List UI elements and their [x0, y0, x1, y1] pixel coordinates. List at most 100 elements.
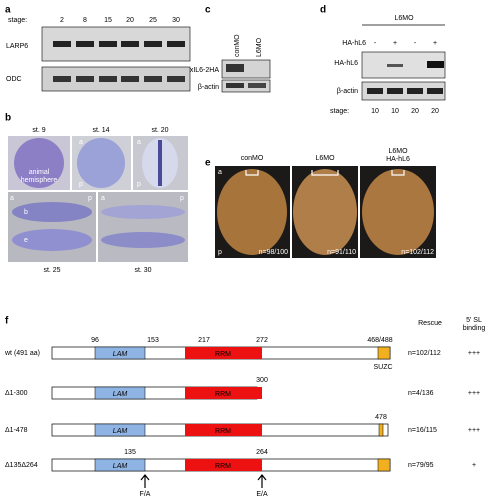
label: animal — [29, 169, 50, 176]
band — [387, 64, 403, 67]
panel-label: b — [5, 113, 11, 124]
suzc-domain — [378, 423, 384, 437]
label: stage: — [330, 108, 349, 115]
label: LAM — [113, 391, 128, 398]
panel-label: d — [320, 5, 326, 16]
band — [76, 76, 94, 82]
label: RRM — [215, 391, 231, 398]
label: HA-hL6 — [334, 60, 358, 67]
band — [121, 76, 139, 82]
label: 25 — [149, 17, 157, 24]
label: E/A — [256, 491, 268, 498]
label: HA-hL6 — [386, 156, 410, 163]
label: 478 — [375, 414, 387, 421]
embryo — [362, 169, 434, 255]
label: F/A — [140, 491, 151, 498]
label: a — [101, 195, 105, 202]
panel-label: f — [5, 316, 9, 327]
bracket — [245, 170, 405, 176]
label: LAM — [113, 428, 128, 435]
label: a — [218, 169, 222, 176]
label: Δ1-300 — [5, 390, 28, 397]
label: 272 — [256, 337, 268, 344]
label: st. 20 — [151, 127, 168, 134]
label: 10 — [391, 108, 399, 115]
panel-label: c — [205, 5, 211, 16]
label: - — [414, 40, 417, 47]
embryo — [101, 232, 185, 248]
label: 153 — [147, 337, 159, 344]
label: - — [374, 40, 377, 47]
label: β-actin — [337, 88, 358, 95]
rrm-domain — [185, 387, 262, 399]
suzc-domain — [377, 458, 391, 472]
panel-label: e — [205, 158, 211, 169]
label: 20 — [411, 108, 419, 115]
label: SUZC — [373, 364, 392, 371]
band — [144, 41, 162, 47]
label: RRM — [215, 351, 231, 358]
arrow — [140, 474, 267, 488]
label: n=98/100 — [259, 249, 288, 256]
label: xIL6-2HA — [190, 67, 220, 74]
label: Rescue — [418, 320, 442, 327]
label: 135 — [124, 449, 136, 456]
lam-domain — [94, 386, 146, 400]
label: 96 — [91, 337, 99, 344]
stain — [158, 140, 162, 186]
label: e — [24, 237, 28, 244]
label: 20 — [431, 108, 439, 115]
embryo — [12, 229, 92, 251]
embryo — [101, 205, 185, 219]
rrm-domain — [185, 347, 262, 359]
lam-domain — [94, 423, 146, 437]
label: RRM — [215, 428, 231, 435]
label: 300 — [256, 377, 268, 384]
band — [144, 76, 162, 82]
label: p — [180, 195, 184, 202]
label: ODC — [6, 76, 22, 83]
embryo — [14, 138, 64, 188]
label: 264 — [256, 449, 268, 456]
label: p — [79, 181, 83, 188]
label: LAM — [113, 351, 128, 358]
label: conMO — [234, 34, 241, 57]
label: 20 — [126, 17, 134, 24]
embryo — [77, 138, 125, 188]
rrm-domain — [185, 459, 262, 471]
label: + — [393, 40, 397, 47]
label: st. 30 — [134, 267, 151, 274]
band — [226, 83, 244, 88]
label: +++ — [468, 427, 480, 434]
label: n=16/115 — [408, 427, 437, 434]
label: L6MO — [394, 15, 414, 22]
lam-domain — [94, 346, 146, 360]
label: L6MO — [315, 155, 335, 162]
label: 15 — [104, 17, 112, 24]
band — [121, 41, 139, 47]
label: n=4/136 — [408, 390, 434, 397]
band — [427, 61, 444, 68]
band — [99, 41, 117, 47]
label: 10 — [371, 108, 379, 115]
band — [387, 88, 403, 94]
label: a — [79, 139, 83, 146]
label: 30 — [172, 17, 180, 24]
suzc-domain — [377, 346, 391, 360]
band — [427, 88, 443, 94]
label: b — [24, 209, 28, 216]
embryo — [293, 169, 357, 255]
panel-label: a — [5, 5, 11, 16]
embryo — [217, 169, 287, 255]
embryo-image — [98, 192, 188, 262]
label: p — [137, 181, 141, 188]
label: +++ — [468, 390, 480, 397]
label: st. 9 — [32, 127, 45, 134]
label: a — [137, 139, 141, 146]
band — [76, 41, 94, 47]
label: β-actin — [198, 84, 219, 91]
label: p — [88, 195, 92, 202]
lam-domain — [94, 458, 146, 472]
blot — [361, 81, 446, 101]
